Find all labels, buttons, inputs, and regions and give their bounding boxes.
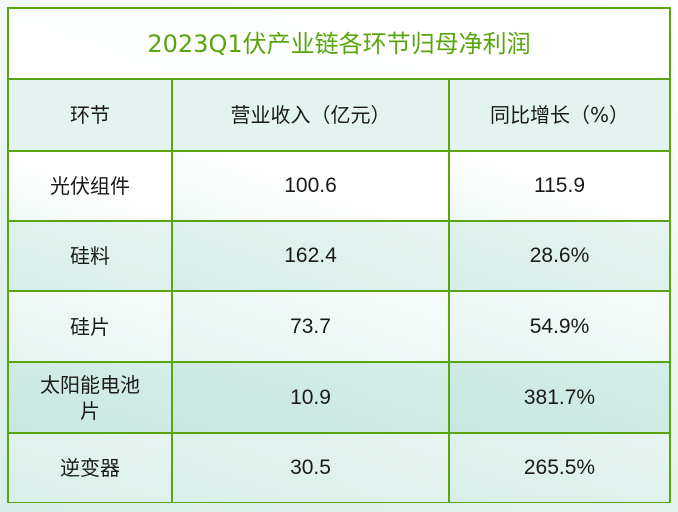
stage-label: 逆变器 xyxy=(60,456,120,480)
header-stage: 环节 xyxy=(9,78,173,152)
cell-revenue: 100.6 xyxy=(171,150,450,222)
cell-revenue: 30.5 xyxy=(171,432,450,502)
cell-revenue: 10.9 xyxy=(171,361,450,434)
cell-yoy-growth: 381.7% xyxy=(448,361,669,434)
stage-label: 太阳能电池片 xyxy=(40,372,140,423)
cell-stage: 光伏组件 xyxy=(9,150,173,222)
table-row: 光伏组件 100.6 115.9 xyxy=(9,150,669,222)
table-title: 2023Q1伏产业链各环节归母净利润 xyxy=(9,9,669,80)
data-table-container: 2023Q1伏产业链各环节归母净利润 环节 营业收入（亿元） 同比增长（%） 光… xyxy=(7,7,671,503)
profit-table: 2023Q1伏产业链各环节归母净利润 环节 营业收入（亿元） 同比增长（%） 光… xyxy=(9,9,669,502)
stage-label: 光伏组件 xyxy=(50,174,130,198)
table-row: 逆变器 30.5 265.5% xyxy=(9,432,669,502)
cell-revenue: 73.7 xyxy=(171,290,450,363)
header-yoy-growth: 同比增长（%） xyxy=(448,78,669,152)
cell-stage: 硅料 xyxy=(9,220,173,292)
cell-revenue: 162.4 xyxy=(171,220,450,292)
cell-yoy-growth: 265.5% xyxy=(448,432,669,502)
cell-stage: 太阳能电池片 xyxy=(9,361,173,434)
cell-yoy-growth: 115.9 xyxy=(448,150,669,222)
cell-yoy-growth: 28.6% xyxy=(448,220,669,292)
table-row: 太阳能电池片 10.9 381.7% xyxy=(9,361,669,434)
title-row: 2023Q1伏产业链各环节归母净利润 xyxy=(9,9,669,80)
header-row: 环节 营业收入（亿元） 同比增长（%） xyxy=(9,78,669,152)
cell-stage: 硅片 xyxy=(9,290,173,363)
table-row: 硅片 73.7 54.9% xyxy=(9,290,669,363)
cell-stage: 逆变器 xyxy=(9,432,173,502)
table-row: 硅料 162.4 28.6% xyxy=(9,220,669,292)
stage-label: 硅料 xyxy=(70,244,110,268)
header-revenue: 营业收入（亿元） xyxy=(171,78,450,152)
cell-yoy-growth: 54.9% xyxy=(448,290,669,363)
stage-label: 硅片 xyxy=(70,314,110,339)
